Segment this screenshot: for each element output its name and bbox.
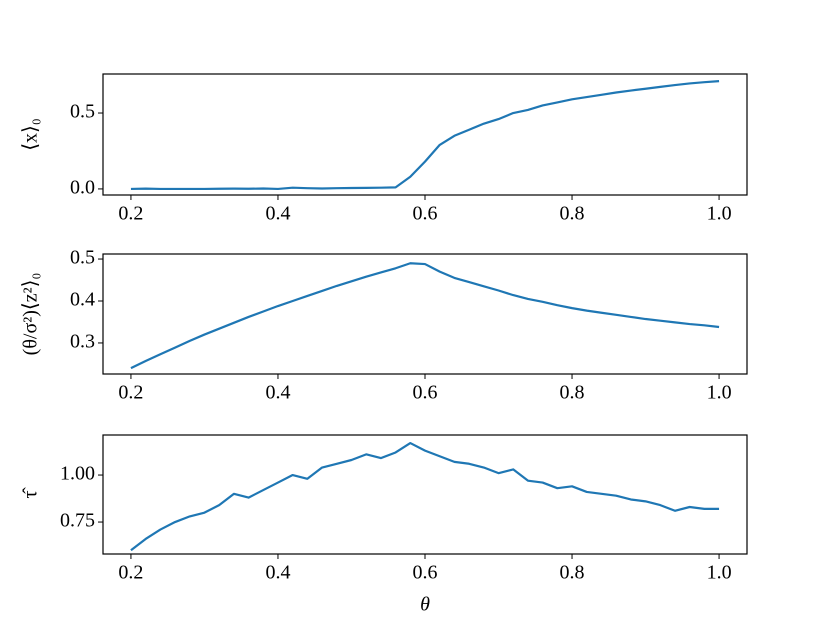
x-tick-label: 0.4 xyxy=(265,562,290,584)
x-tick-label: 0.8 xyxy=(560,203,585,225)
y-axis-label: τ̂ xyxy=(20,486,42,498)
data-line xyxy=(130,441,720,552)
x-tick-label: 1.0 xyxy=(707,382,732,404)
y-tick-label: 1.00 xyxy=(60,463,95,485)
x-tick-label: 0.8 xyxy=(560,562,585,584)
y-tick-label: 0.75 xyxy=(60,510,95,532)
x-axis-label: θ xyxy=(420,594,430,616)
x-tick-label: 0.6 xyxy=(413,203,438,225)
x-tick-label: 0.2 xyxy=(118,203,143,225)
x-tick-label: 0.2 xyxy=(118,562,143,584)
x-tick-label: 0.2 xyxy=(118,382,143,404)
x-tick-label: 0.6 xyxy=(413,382,438,404)
x-tick-label: 1.0 xyxy=(707,203,732,225)
x-tick-label: 1.0 xyxy=(707,562,732,584)
x-tick-label: 0.4 xyxy=(265,203,290,225)
data-line xyxy=(130,80,720,191)
y-tick-label: 0.5 xyxy=(70,247,95,269)
data-line xyxy=(130,262,720,370)
x-tick-label: 0.8 xyxy=(560,382,585,404)
x-tick-label: 0.6 xyxy=(413,562,438,584)
x-tick-label: 0.4 xyxy=(265,382,290,404)
plot-frame xyxy=(102,73,748,196)
y-axis-label: ⟨x⟩₀ xyxy=(20,118,42,151)
plot-frame xyxy=(102,434,748,555)
y-tick-label: 0.3 xyxy=(70,331,95,353)
y-tick-label: 0.5 xyxy=(70,101,95,123)
plot-frame xyxy=(102,253,748,375)
y-tick-label: 0.4 xyxy=(70,289,95,311)
y-axis-label: (θ/σ²)⟨z²⟩₀ xyxy=(20,273,42,356)
y-tick-label: 0.0 xyxy=(70,177,95,199)
